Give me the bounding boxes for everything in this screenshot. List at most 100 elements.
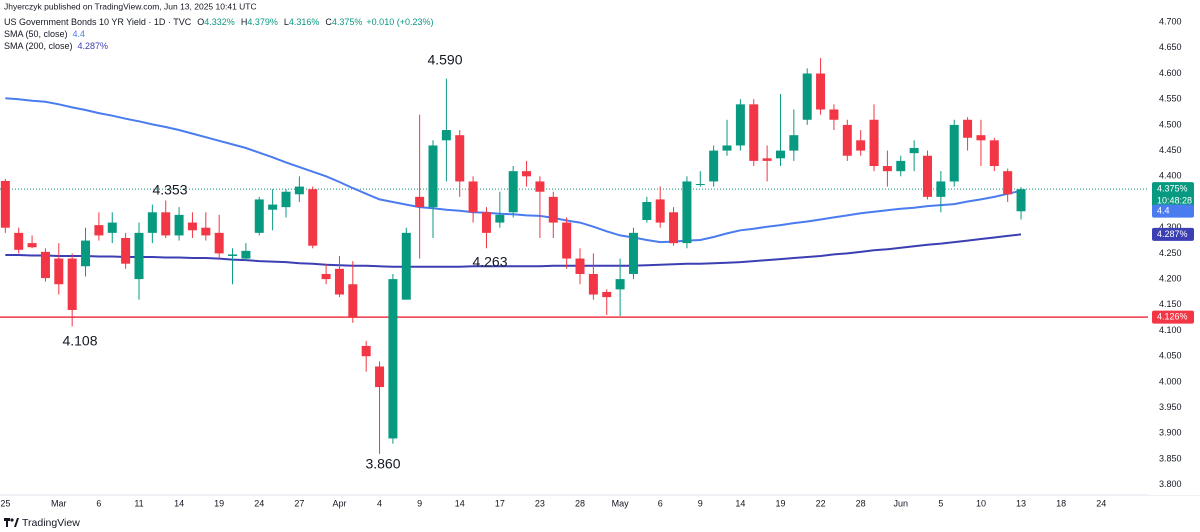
candle	[334, 255, 344, 298]
x-tick-label: May	[612, 498, 630, 508]
candle-body	[829, 109, 839, 120]
x-tick-label: 9	[417, 498, 422, 508]
candle	[201, 212, 211, 241]
candle	[922, 150, 932, 200]
candle	[388, 273, 398, 444]
sma-badge-label: 4.4	[1157, 206, 1170, 216]
x-tick-label: 6	[658, 498, 663, 508]
candle	[161, 200, 171, 238]
candle-body	[789, 135, 799, 151]
candle-body	[869, 119, 879, 167]
candle	[94, 212, 104, 241]
candle-body	[842, 124, 852, 156]
quote-label: O	[197, 17, 204, 27]
indicator-legend: SMA (50, close) 4.4	[4, 29, 85, 39]
brand: TradingView	[22, 517, 80, 529]
x-tick-label: Apr	[332, 498, 346, 508]
plot-area	[0, 58, 1148, 454]
logo-part	[14, 518, 19, 527]
candle	[228, 248, 238, 285]
candle-body	[575, 258, 585, 274]
candle-body	[749, 104, 759, 161]
candle-body	[415, 196, 425, 208]
candle-body	[882, 166, 892, 172]
candle-body	[615, 279, 625, 290]
x-tick-label: 24	[254, 498, 264, 508]
candle	[468, 176, 478, 223]
candle	[495, 191, 505, 228]
candle	[361, 340, 371, 372]
candle-body	[401, 232, 411, 300]
x-tick-label: 19	[775, 498, 785, 508]
candle-body	[495, 214, 505, 223]
candle	[14, 227, 24, 254]
candle	[762, 145, 772, 182]
x-tick-label: 18	[1056, 498, 1066, 508]
candle-body	[147, 212, 157, 233]
y-tick-label: 4.300	[1159, 222, 1182, 232]
candle	[294, 176, 304, 203]
candle	[628, 227, 638, 280]
candle	[281, 189, 291, 218]
candle-body	[775, 150, 785, 159]
candle-body	[201, 227, 211, 236]
candle-body	[468, 181, 478, 213]
y-tick-label: 4.000	[1159, 376, 1182, 386]
quote-value: 4.332%	[204, 17, 235, 27]
sma-line	[5, 233, 1022, 268]
candle-body	[321, 273, 331, 280]
candle-body	[134, 232, 144, 280]
candle-body	[562, 222, 572, 259]
candle	[936, 171, 946, 213]
quote-label: H	[241, 17, 248, 27]
candle	[27, 235, 37, 249]
candle	[842, 119, 852, 161]
candle-body	[428, 145, 438, 208]
candle-body	[936, 181, 946, 197]
candle	[254, 196, 264, 236]
candle	[976, 119, 986, 167]
candle	[1016, 187, 1026, 220]
candle-body	[695, 184, 705, 186]
candle-body	[214, 232, 224, 254]
candle-body	[735, 104, 745, 146]
candle	[896, 155, 906, 177]
candle	[187, 212, 197, 238]
candle-body	[187, 222, 197, 231]
candle	[789, 109, 799, 161]
candle-body	[909, 148, 919, 154]
candle-body	[642, 202, 652, 220]
x-tick-label: 17	[495, 498, 505, 508]
annotation: 4.263	[472, 254, 507, 270]
quote-label: L	[284, 17, 289, 27]
countdown: 10:48:28	[1157, 196, 1192, 206]
candle	[669, 207, 679, 246]
candle	[428, 140, 438, 238]
candle	[949, 119, 959, 187]
candle	[869, 104, 879, 172]
indicator-value: 4.287%	[78, 41, 109, 51]
candle-body	[922, 155, 932, 197]
candle-body	[1003, 171, 1013, 195]
candle-body	[308, 189, 318, 246]
candle-body	[67, 258, 77, 310]
instrument-title: US Government Bonds 10 YR Yield · 1D · T…	[4, 17, 192, 27]
quote-label: C	[325, 17, 332, 27]
candle	[602, 289, 612, 316]
candle	[441, 78, 451, 182]
candle	[909, 140, 919, 172]
x-tick-label: 24	[1096, 498, 1106, 508]
candle	[989, 137, 999, 172]
candle-body	[1016, 189, 1026, 212]
candle	[575, 248, 585, 285]
candle	[588, 253, 598, 300]
x-tick-label: 9	[698, 498, 703, 508]
indicator-value: 4.4	[73, 29, 86, 39]
candle-body	[508, 171, 518, 213]
publisher: Jhyerczyk published on TradingView.com, …	[4, 1, 257, 11]
candle-body	[669, 212, 679, 244]
candle	[107, 212, 117, 244]
candle	[321, 263, 331, 285]
candle	[856, 130, 866, 156]
